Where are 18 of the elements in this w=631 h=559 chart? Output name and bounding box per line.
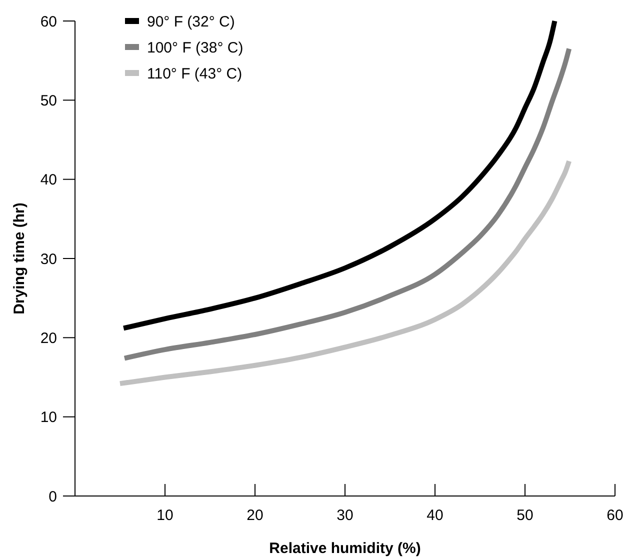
legend-label: 90° F (32° C) [147,13,235,30]
x-tick-label: 30 [336,507,354,524]
x-tick-label: 20 [246,507,264,524]
x-tick-label: 50 [516,507,534,524]
x-tick-label: 60 [606,507,624,524]
y-tick-label: 30 [40,250,57,268]
y-tick-label: 50 [40,92,57,110]
y-tick-label: 60 [40,13,57,30]
y-tick-label: 40 [40,172,57,189]
y-axis-title: Drying time (hr) [11,202,28,314]
x-tick-label: 10 [156,507,174,524]
legend-label: 100° F (38° C) [147,39,244,56]
legend-label: 110° F (43° C) [147,65,242,82]
y-tick-label: 20 [40,330,57,347]
x-axis-title: Relative humidity (%) [269,540,421,557]
x-tick-label: 40 [426,507,444,524]
y-tick-label: 10 [40,409,57,426]
y-tick-label: 0 [48,488,57,506]
